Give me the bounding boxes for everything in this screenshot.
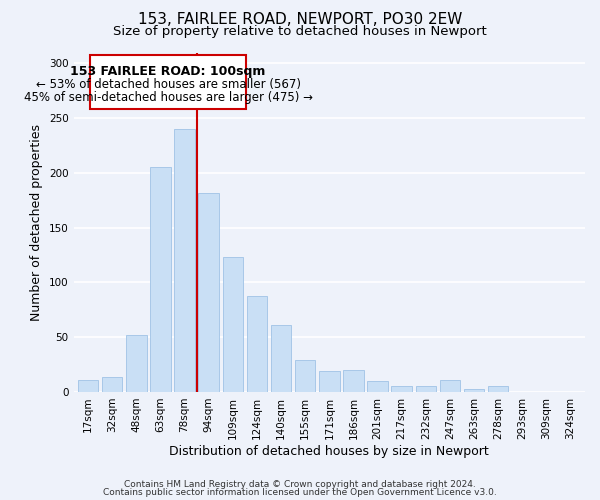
Bar	[295, 360, 316, 392]
Bar	[391, 386, 412, 392]
Bar	[199, 192, 219, 392]
Bar	[102, 376, 122, 392]
FancyBboxPatch shape	[90, 54, 246, 110]
Text: Contains HM Land Registry data © Crown copyright and database right 2024.: Contains HM Land Registry data © Crown c…	[124, 480, 476, 489]
Text: 153 FAIRLEE ROAD: 100sqm: 153 FAIRLEE ROAD: 100sqm	[70, 64, 266, 78]
Bar	[247, 296, 267, 392]
Bar	[488, 386, 508, 392]
X-axis label: Distribution of detached houses by size in Newport: Distribution of detached houses by size …	[169, 444, 489, 458]
Bar	[343, 370, 364, 392]
Text: ← 53% of detached houses are smaller (567): ← 53% of detached houses are smaller (56…	[35, 78, 301, 90]
Y-axis label: Number of detached properties: Number of detached properties	[31, 124, 43, 320]
Bar	[319, 371, 340, 392]
Bar	[175, 129, 195, 392]
Bar	[367, 381, 388, 392]
Text: Size of property relative to detached houses in Newport: Size of property relative to detached ho…	[113, 25, 487, 38]
Bar	[223, 258, 243, 392]
Text: 45% of semi-detached houses are larger (475) →: 45% of semi-detached houses are larger (…	[23, 91, 313, 104]
Bar	[416, 386, 436, 392]
Bar	[440, 380, 460, 392]
Bar	[150, 168, 171, 392]
Bar	[126, 335, 146, 392]
Text: Contains public sector information licensed under the Open Government Licence v3: Contains public sector information licen…	[103, 488, 497, 497]
Bar	[271, 325, 292, 392]
Bar	[78, 380, 98, 392]
Text: 153, FAIRLEE ROAD, NEWPORT, PO30 2EW: 153, FAIRLEE ROAD, NEWPORT, PO30 2EW	[138, 12, 462, 28]
Bar	[464, 388, 484, 392]
